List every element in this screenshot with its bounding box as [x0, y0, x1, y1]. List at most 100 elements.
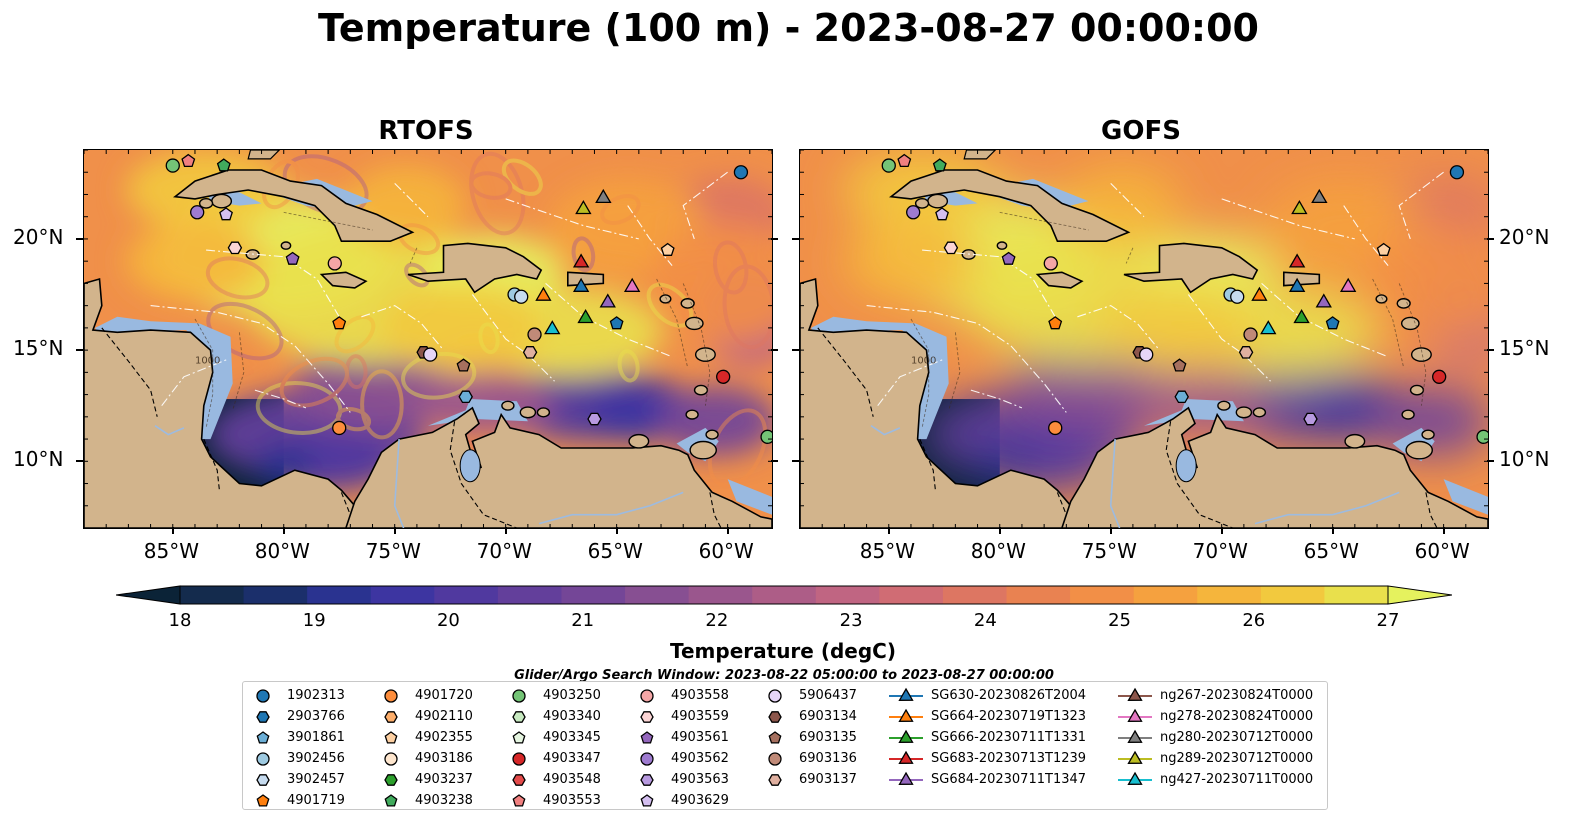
colorbar-segment [688, 586, 753, 604]
station-marker [660, 242, 675, 256]
colorbar-segment [879, 586, 944, 604]
colorbar [116, 585, 1452, 605]
station-marker [1230, 289, 1245, 304]
station-marker [1291, 200, 1308, 215]
map-canvas: 1000 [800, 150, 1488, 528]
hexagon-marker-icon [640, 774, 654, 786]
colorbar-segment [625, 586, 690, 604]
colorbar-tick-label: 19 [302, 610, 326, 631]
circle-marker-icon [640, 752, 654, 766]
legend-marker [640, 731, 654, 744]
lon-tick-mark [887, 527, 890, 534]
pentagon-marker-icon [512, 731, 526, 744]
legend-label: 4903237 [415, 772, 473, 787]
station-marker [227, 241, 243, 255]
legend-marker [512, 689, 526, 703]
colorbar-tick-label: 24 [973, 610, 997, 631]
station-marker [760, 429, 772, 444]
station-marker [1432, 369, 1447, 384]
lon-tick-label: 70°W [476, 539, 532, 563]
colorbar-segment [1197, 586, 1262, 604]
legend-marker [898, 771, 914, 785]
station-marker [572, 277, 590, 292]
station-marker [1172, 358, 1187, 372]
hexagon-marker-icon [640, 711, 654, 723]
legend-label: SG630-20230826T2004 [931, 688, 1087, 703]
circle-marker-icon [768, 752, 782, 766]
triangle-marker-icon [889, 729, 923, 743]
legend-label: 5906437 [799, 688, 857, 703]
legend-marker [256, 731, 270, 744]
lat-tick-label: 20°N [13, 224, 64, 249]
legend-marker [256, 711, 270, 723]
legend-marker [768, 731, 782, 744]
legend-marker [898, 687, 914, 701]
station-marker [1043, 256, 1058, 271]
legend-label: 4901720 [415, 688, 473, 703]
legend-label: 4903250 [543, 688, 601, 703]
station-marker [332, 420, 347, 436]
lat-tick-mark [792, 237, 799, 240]
pentagon-marker-icon [384, 794, 398, 807]
station-marker [514, 289, 529, 304]
triangle-marker-icon [889, 708, 923, 722]
legend-marker [384, 731, 398, 744]
legend-label: 4901719 [287, 793, 345, 808]
lon-tick-mark [504, 527, 507, 534]
legend-marker [898, 729, 914, 743]
lat-tick-mark [1487, 237, 1494, 240]
legend-marker [1127, 708, 1143, 722]
station-marker [1251, 286, 1268, 301]
station-marker [535, 286, 552, 301]
circle-marker-icon [512, 752, 526, 766]
legend-marker [898, 708, 914, 722]
station-marker [527, 327, 542, 342]
lat-tick-mark [792, 460, 799, 463]
colorbar-segment [370, 586, 435, 604]
colorbar-max-extension [1387, 585, 1452, 605]
colorbar-segment [1260, 586, 1325, 604]
legend-marker [640, 711, 654, 723]
legend: 1902313 2903766 3901861 3902456 3902457 49017… [242, 681, 1328, 810]
legend-label: 4903562 [671, 751, 729, 766]
station-marker [1315, 293, 1332, 308]
lon-tick-mark [726, 527, 729, 534]
map-panel-rtofs[interactable]: 1000 [83, 149, 773, 529]
lon-tick-mark [1109, 527, 1112, 534]
colorbar-segment [815, 586, 880, 604]
lon-tick-label: 75°W [1081, 539, 1137, 563]
colorbar-segment [1133, 586, 1198, 604]
colorbar-min-extension [116, 585, 181, 605]
station-marker [1288, 253, 1306, 268]
legend-marker [898, 750, 914, 764]
pentagon-marker-icon [640, 731, 654, 744]
hexagon-marker-icon [384, 774, 398, 786]
colorbar-tick-label: 20 [436, 610, 460, 631]
station-marker [327, 256, 342, 271]
legend-label: SG683-20230713T1239 [931, 751, 1087, 766]
colorbar-segment [1324, 586, 1389, 604]
station-marker [165, 158, 180, 173]
triangle-marker-icon [1118, 729, 1152, 743]
station-marker [575, 200, 592, 215]
circle-marker-icon [256, 689, 270, 703]
map-panel-gofs[interactable]: 1000 [799, 149, 1489, 529]
station-marker [285, 251, 300, 265]
pentagon-marker-icon [768, 731, 782, 744]
legend-label: 4903553 [543, 793, 601, 808]
circle-marker-icon [768, 689, 782, 703]
lon-tick-label: 80°W [254, 539, 310, 563]
hexagon-marker-icon [256, 774, 270, 786]
station-marker [595, 188, 612, 204]
legend-marker [640, 689, 654, 703]
legend-label: 4902355 [415, 730, 473, 745]
hexagon-marker-icon [768, 711, 782, 723]
circle-marker-icon [512, 689, 526, 703]
legend-marker [256, 774, 270, 786]
legend-label: SG666-20230711T1331 [931, 730, 1087, 745]
lat-tick-label: 15°N [13, 336, 64, 361]
lon-tick-label: 65°W [587, 539, 643, 563]
station-marker [716, 369, 731, 384]
legend-marker [512, 774, 526, 786]
legend-marker [384, 711, 398, 723]
